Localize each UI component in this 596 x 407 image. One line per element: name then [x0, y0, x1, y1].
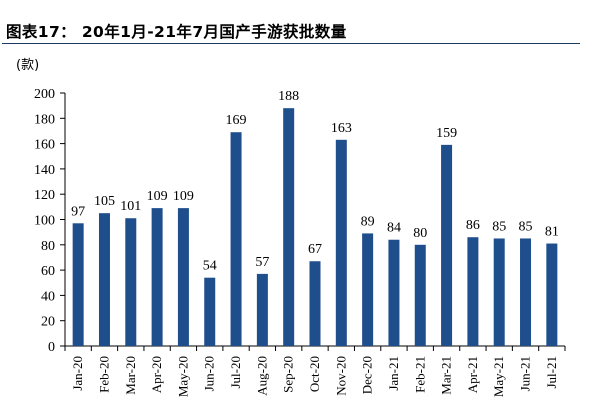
figure-title: 图表17： 20年1月-21年7月国产手游获批数量: [6, 23, 347, 41]
x-tick-label: May-21: [491, 356, 506, 397]
x-tick-label: Aug-20: [254, 356, 269, 396]
y-tick-label: 120: [34, 188, 55, 203]
data-label: 109: [147, 189, 168, 204]
x-tick-label: Nov-20: [333, 356, 348, 396]
bar: [256, 273, 268, 346]
data-label: 109: [173, 189, 194, 204]
bar: [230, 132, 242, 346]
bar: [546, 243, 558, 346]
x-tick-label: Apr-21: [465, 356, 480, 393]
x-tick-label: Sep-20: [281, 356, 296, 393]
title-underline: [2, 43, 580, 44]
y-tick-label: 0: [48, 340, 55, 355]
y-tick-label: 80: [41, 239, 55, 254]
data-label: 105: [94, 194, 115, 209]
data-label: 84: [387, 221, 401, 236]
x-tick-label: Feb-21: [412, 356, 427, 393]
x-tick-label: Jan-20: [70, 356, 85, 391]
bar: [520, 238, 532, 346]
x-tick-label: Jun-21: [518, 356, 533, 391]
x-tick-label: Mar-20: [123, 356, 138, 395]
bar: [98, 213, 110, 346]
y-tick-label: 200: [34, 87, 55, 102]
bar: [72, 223, 84, 346]
data-label: 86: [466, 218, 480, 233]
x-tick-label: Apr-20: [149, 356, 164, 393]
bar: [362, 233, 374, 346]
bar: [388, 239, 400, 346]
data-label: 85: [492, 219, 506, 234]
data-label: 81: [545, 225, 559, 240]
bar: [467, 237, 479, 346]
data-label: 169: [226, 113, 247, 128]
bar: [151, 208, 163, 346]
bar: [283, 108, 295, 347]
x-tick-label: Jan-21: [386, 356, 401, 391]
data-label: 163: [331, 121, 352, 136]
x-tick-label: Feb-20: [96, 356, 111, 393]
data-label: 89: [361, 214, 375, 229]
data-label: 57: [255, 255, 269, 270]
bar: [414, 244, 426, 346]
bar: [204, 277, 216, 346]
y-tick-label: 140: [34, 163, 55, 178]
bar: [335, 139, 347, 346]
y-tick-label: 180: [34, 112, 55, 127]
x-tick-label: Jun-20: [202, 356, 217, 391]
bar: [493, 238, 505, 346]
data-label: 54: [203, 259, 217, 274]
x-tick-label: May-20: [175, 356, 190, 397]
x-tick-label: Jul-21: [544, 356, 559, 389]
data-label: 80: [413, 226, 427, 241]
y-tick-label: 160: [34, 138, 55, 153]
bar: [441, 144, 453, 346]
y-tick-label: 20: [41, 315, 55, 330]
x-tick-label: Mar-21: [439, 356, 454, 395]
y-tick-label: 100: [34, 214, 55, 229]
y-axis-unit-label: (款): [16, 58, 39, 73]
bar: [309, 261, 321, 346]
bar: [177, 208, 189, 346]
y-tick-label: 60: [41, 264, 55, 279]
x-tick-label: Oct-20: [307, 356, 322, 392]
data-label: 188: [278, 89, 299, 104]
data-label: 97: [71, 204, 85, 219]
bar: [125, 218, 137, 346]
data-label: 67: [308, 242, 322, 257]
data-label: 159: [436, 126, 457, 141]
x-tick-label: Dec-20: [360, 356, 375, 394]
x-tick-label: Jul-20: [228, 356, 243, 389]
data-label: 85: [519, 219, 533, 234]
y-tick-label: 40: [41, 289, 55, 304]
data-label: 101: [120, 199, 141, 214]
